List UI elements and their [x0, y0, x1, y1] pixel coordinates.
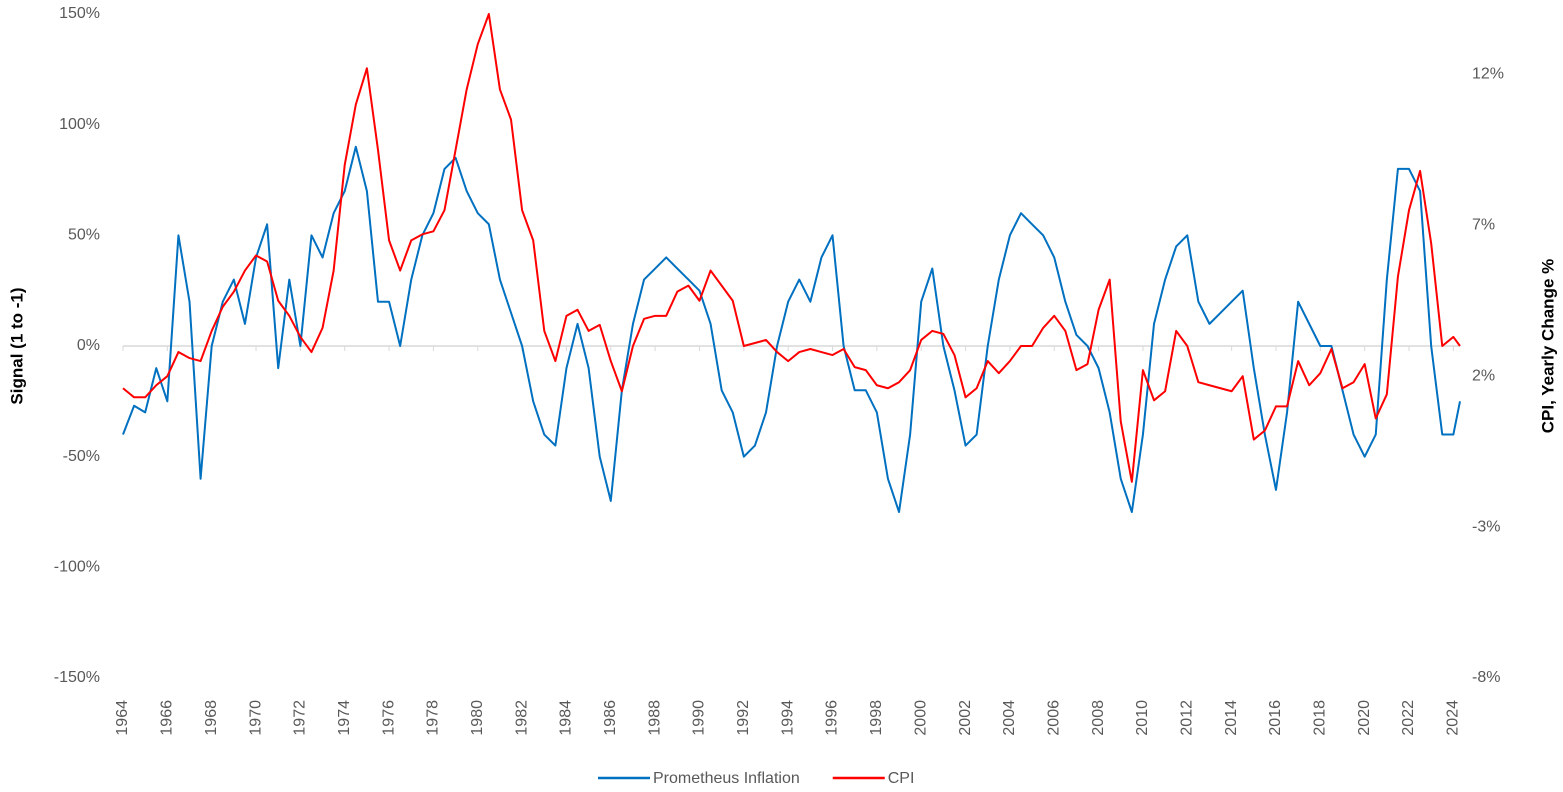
y-tick-label: 50% [68, 227, 100, 244]
x-tick-label: 2004 [1001, 700, 1018, 736]
y-tick-label: 0% [77, 337, 100, 354]
y2-tick-label: 12% [1472, 66, 1504, 83]
x-tick-label: 1984 [558, 700, 575, 736]
x-tick-label: 1970 [247, 700, 264, 736]
y-axis-title: Signal (1 to -1) [7, 287, 26, 404]
x-tick-label: 1996 [824, 700, 841, 736]
x-tick-label: 1992 [735, 700, 752, 736]
x-tick-label: 2006 [1045, 700, 1062, 736]
x-tick-label: 1998 [868, 700, 885, 736]
x-tick-label: 1978 [425, 700, 442, 736]
legend-label: Prometheus Inflation [653, 770, 800, 787]
x-tick-label: 1986 [602, 700, 619, 736]
x-tick-label: 2008 [1090, 700, 1107, 736]
y2-tick-label: 2% [1472, 367, 1495, 384]
x-tick-label: 2016 [1267, 700, 1284, 736]
y2-tick-label: -3% [1472, 518, 1500, 535]
y2-axis-title: CPI, Yearly Change % [1538, 259, 1557, 433]
y-tick-label: 150% [59, 5, 100, 22]
x-tick-label: 1982 [513, 700, 530, 736]
x-tick-label: 2018 [1312, 700, 1329, 736]
x-tick-label: 1968 [203, 700, 220, 736]
x-tick-label: 1976 [380, 700, 397, 736]
y2-tick-label: -8% [1472, 669, 1500, 686]
x-tick-label: 2014 [1223, 700, 1240, 736]
x-tick-label: 1980 [469, 700, 486, 736]
x-tick-label: 2022 [1400, 700, 1417, 736]
series-line [122, 13, 1461, 483]
y-tick-label: -100% [54, 559, 100, 576]
x-tick-label: 1988 [646, 700, 663, 736]
x-tick-label: 2002 [957, 700, 974, 736]
y-tick-label: -50% [63, 448, 100, 465]
legend-label: CPI [888, 770, 915, 787]
x-tick-label: 2012 [1178, 700, 1195, 736]
y-tick-label: 100% [59, 116, 100, 133]
x-tick-label: 1990 [691, 700, 708, 736]
x-tick-label: 1974 [336, 700, 353, 736]
series-line [122, 145, 1461, 513]
x-tick-label: 1964 [114, 700, 131, 736]
x-tick-label: 1972 [292, 700, 309, 736]
x-tick-label: 2024 [1445, 700, 1462, 736]
x-tick-label: 2020 [1356, 700, 1373, 736]
x-tick-label: 1966 [159, 700, 176, 736]
x-tick-label: 1994 [779, 700, 796, 736]
x-tick-label: 2010 [1134, 700, 1151, 736]
y2-tick-label: 7% [1472, 216, 1495, 233]
y-tick-label: -150% [54, 669, 100, 686]
x-tick-label: 2000 [912, 700, 929, 736]
